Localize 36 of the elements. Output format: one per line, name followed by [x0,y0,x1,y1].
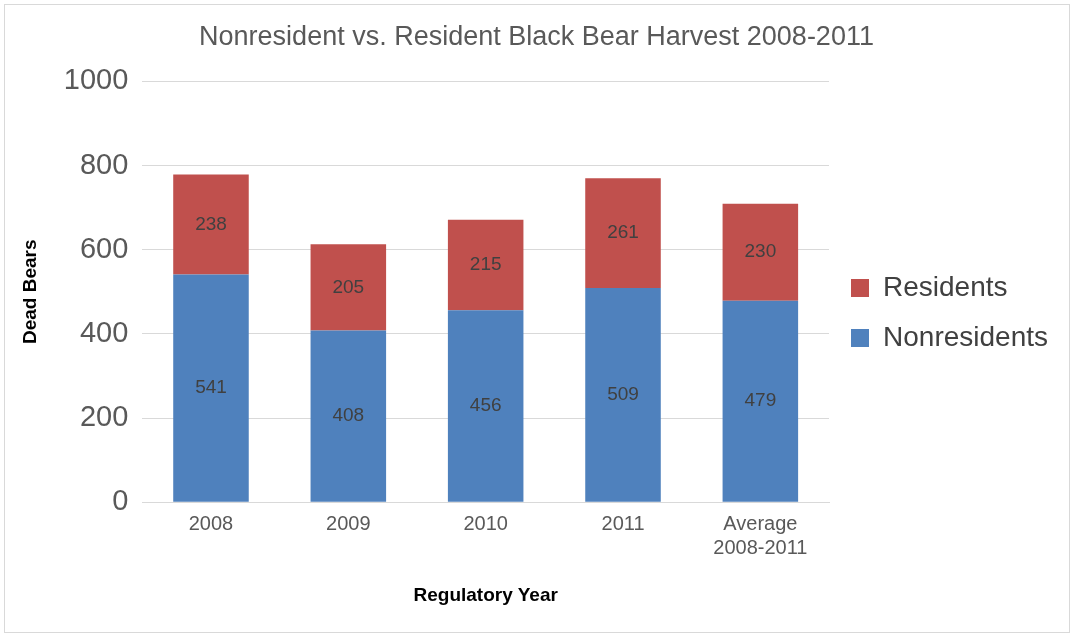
bar [722,300,799,502]
x-tick-label: 2011 [601,511,645,534]
bar [173,274,249,502]
chart-title: Nonresident vs. Resident Black Bear Harvest 2008-2011 [199,20,874,51]
legend-label: Residents [883,270,1008,302]
data-label: 509 [607,383,639,405]
data-label: 479 [744,389,777,411]
data-label: 238 [195,212,227,234]
bar [447,310,524,502]
x-tick-label: 2008 [188,511,234,534]
bar [447,219,524,311]
data-label: 205 [332,275,365,297]
data-label: 456 [469,394,502,416]
y-tick-label: 400 [79,315,129,348]
x-tick-label: Average 2008-2011 [713,511,808,558]
bar [585,288,661,502]
data-label: 261 [607,221,639,243]
bar [585,178,661,289]
bar [722,203,799,301]
data-label: 541 [195,376,227,398]
x-tick-label: 2009 [326,511,371,534]
data-label: 230 [744,240,777,262]
y-axis-title: Dead Bears [18,239,40,345]
x-axis-title: Regulatory Year [413,583,559,605]
bar [173,174,249,275]
y-tick-label: 0 [112,484,129,517]
x-tick-label: 2010 [463,511,508,534]
bar [310,244,387,331]
data-label: 215 [469,253,502,275]
y-tick-label: 200 [79,400,129,433]
legend-label: Nonresidents [883,320,1049,352]
data-label: 408 [332,404,365,426]
y-tick-label: 600 [79,231,129,264]
y-tick-label: 800 [79,147,129,180]
y-tick-label: 1000 [63,63,129,96]
bar [310,330,387,502]
